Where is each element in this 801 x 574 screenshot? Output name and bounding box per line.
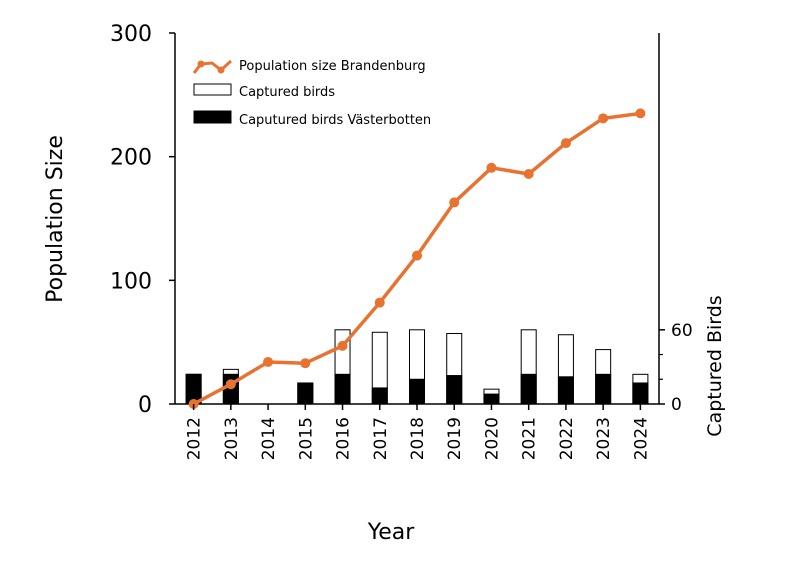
y-tick-label: 0 <box>138 393 152 418</box>
bar-vasterbotten <box>483 393 500 405</box>
x-tick-label: 2023 <box>594 417 614 460</box>
line-point <box>263 356 274 367</box>
line-point <box>598 113 609 124</box>
y2-axis-title: Captured Birds <box>704 295 726 436</box>
x-tick-label: 2018 <box>408 417 428 460</box>
bar-vasterbotten <box>409 378 425 405</box>
line-point <box>560 138 571 149</box>
x-tick-label: 2019 <box>445 417 465 460</box>
x-tick-label: 2014 <box>259 417 279 460</box>
x-tick-label: 2013 <box>222 417 242 460</box>
x-tick-label: 2016 <box>334 417 354 460</box>
x-tick-label: 2020 <box>482 417 502 460</box>
line-point <box>300 358 311 369</box>
legend-item-vasterbotten: Caputured birds Västerbotten <box>193 110 431 128</box>
y-tick-label: 200 <box>110 146 152 171</box>
legend-line-marker <box>197 60 205 68</box>
line-point <box>523 168 534 179</box>
tick-layer: 0 100 200 300 0 60 2012 2013 2014 2015 2016 2017 201… <box>110 22 693 460</box>
y2-tick-label: 0 <box>671 395 682 415</box>
x-tick-label: 2015 <box>296 417 316 460</box>
line-point <box>412 250 422 261</box>
y2-tick-label: 60 <box>671 321 693 341</box>
y-axis-title: Population Size <box>43 135 68 303</box>
bar-vasterbotten <box>334 373 351 405</box>
bar-vasterbotten <box>632 382 649 405</box>
legend-item-line: Population size Brandenburg <box>192 59 426 74</box>
legend: Population size Brandenburg Captured bir… <box>192 59 431 128</box>
x-tick-label: 2017 <box>371 417 391 460</box>
line-point <box>449 197 460 208</box>
legend-line-swatch <box>192 59 233 74</box>
bar-vasterbotten <box>595 373 612 405</box>
y-tick-label: 100 <box>110 269 152 294</box>
x-axis-title: Year <box>367 520 416 545</box>
legend-label-vasterbotten: Caputured birds Västerbotten <box>239 113 431 128</box>
line-layer <box>188 108 646 409</box>
line-point <box>225 379 236 390</box>
bar-vasterbotten <box>446 375 463 405</box>
line-point <box>337 340 348 351</box>
line-point <box>635 108 646 119</box>
bar-vasterbotten <box>520 373 537 405</box>
legend-item-captured: Captured birds <box>193 83 335 100</box>
legend-swatch-vasterbotten <box>193 110 232 124</box>
legend-line-marker <box>217 66 225 74</box>
legend-label-population: Population size Brandenburg <box>239 59 426 74</box>
x-tick-label: 2012 <box>185 417 205 460</box>
line-point <box>486 162 497 173</box>
x-tick-label: 2021 <box>520 417 540 460</box>
bar-layer <box>185 329 649 405</box>
bar-vasterbotten <box>297 382 314 405</box>
y-tick-label: 300 <box>110 22 152 47</box>
bar-vasterbotten <box>371 387 388 405</box>
bar-vasterbotten <box>557 376 574 405</box>
line-point <box>374 297 385 308</box>
legend-label-captured: Captured birds <box>239 85 335 100</box>
legend-swatch-captured <box>193 83 232 96</box>
x-tick-label: 2024 <box>631 417 651 460</box>
x-tick-label: 2022 <box>557 417 577 460</box>
